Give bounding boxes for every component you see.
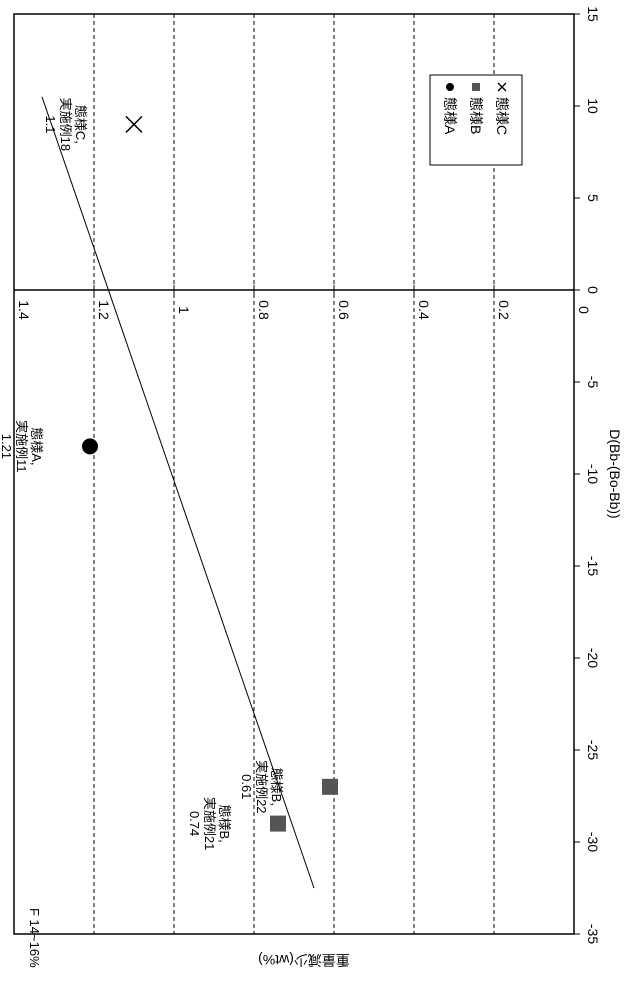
data-label-line: 実施例18 <box>58 98 73 151</box>
data-label-line: 0.61 <box>239 774 254 799</box>
y-tick-label: 0.4 <box>416 300 432 320</box>
data-point-square <box>322 779 338 795</box>
data-label-line: 態様A, <box>29 427 44 465</box>
legend-marker-circle <box>446 83 454 91</box>
chart-note: F 14~16% <box>27 908 42 968</box>
y-axis-title: 重量減少(wt%) <box>258 952 350 968</box>
legend-marker-square <box>472 83 480 91</box>
x-tick-label: 5 <box>585 194 601 202</box>
x-axis-title: D(Bb-(Bo-Bb)) <box>607 429 623 518</box>
data-label-line: 態様C, <box>73 105 88 144</box>
y-tick-label: 0.2 <box>496 300 512 320</box>
y-tick-label: 0.6 <box>336 300 352 320</box>
data-label-line: 実施例21 <box>202 797 217 850</box>
legend-label: 態様B <box>468 97 484 134</box>
data-point-circle <box>82 438 98 454</box>
x-tick-label: -10 <box>585 464 601 484</box>
y-tick-label: 1.2 <box>96 300 112 320</box>
x-tick-label: 0 <box>585 286 601 294</box>
data-label-line: 0.74 <box>187 811 202 836</box>
legend-label: 態様C <box>494 97 510 135</box>
x-tick-label: -5 <box>585 376 601 389</box>
y-tick-label: 1.4 <box>16 300 32 320</box>
data-label-line: 態様B, <box>217 804 232 842</box>
legend-label: 態様A <box>442 97 458 135</box>
data-label: 態様C,実施例181.1 <box>43 98 88 151</box>
data-point-square <box>270 816 286 832</box>
data-label: 態様B,実施例220.61 <box>239 760 284 813</box>
data-label-line: 態様B, <box>269 768 284 806</box>
x-tick-label: -30 <box>585 832 601 852</box>
x-tick-label: -35 <box>585 924 601 944</box>
data-label-line: 1.1 <box>43 115 58 133</box>
x-tick-label: -25 <box>585 740 601 760</box>
x-tick-label: 10 <box>585 98 601 114</box>
data-label-line: 実施例11 <box>14 420 29 473</box>
x-tick-label: -20 <box>585 648 601 668</box>
data-label: 態様A,実施例111.21 <box>0 420 44 473</box>
data-label-line: 実施例22 <box>254 760 269 813</box>
x-tick-label: -15 <box>585 556 601 576</box>
data-label-line: 1.21 <box>0 434 14 459</box>
y-tick-label: 0.8 <box>256 300 272 320</box>
y-tick-label: 1 <box>176 306 192 314</box>
y-tick-label: 0 <box>576 306 592 314</box>
data-label: 態様B,実施例210.74 <box>187 797 232 850</box>
x-tick-label: 15 <box>585 6 601 22</box>
